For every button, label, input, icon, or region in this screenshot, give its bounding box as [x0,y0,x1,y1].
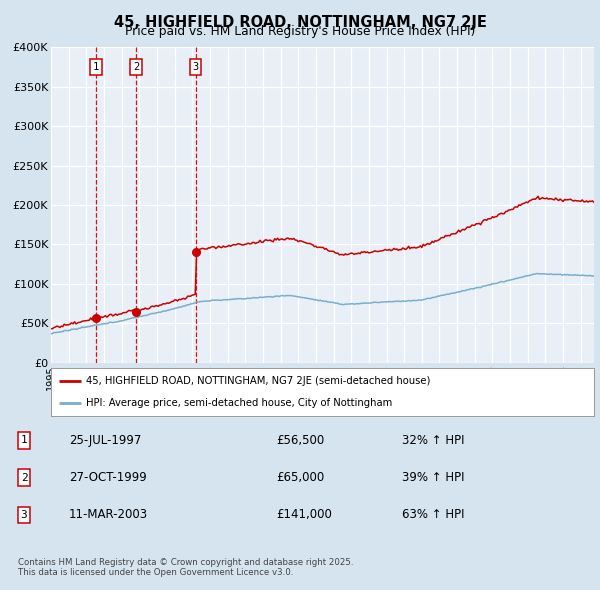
Text: 63% ↑ HPI: 63% ↑ HPI [402,508,464,522]
Text: 45, HIGHFIELD ROAD, NOTTINGHAM, NG7 2JE: 45, HIGHFIELD ROAD, NOTTINGHAM, NG7 2JE [113,15,487,30]
Text: £141,000: £141,000 [276,508,332,522]
Text: 27-OCT-1999: 27-OCT-1999 [69,471,147,484]
Text: £65,000: £65,000 [276,471,324,484]
Text: 11-MAR-2003: 11-MAR-2003 [69,508,148,522]
Text: 3: 3 [193,62,199,72]
Text: Contains HM Land Registry data © Crown copyright and database right 2025.
This d: Contains HM Land Registry data © Crown c… [18,558,353,577]
Text: Price paid vs. HM Land Registry's House Price Index (HPI): Price paid vs. HM Land Registry's House … [125,25,475,38]
Text: 1: 1 [93,62,99,72]
Text: 39% ↑ HPI: 39% ↑ HPI [402,471,464,484]
Text: HPI: Average price, semi-detached house, City of Nottingham: HPI: Average price, semi-detached house,… [86,398,392,408]
Text: 3: 3 [20,510,28,520]
Text: 2: 2 [20,473,28,483]
Text: £56,500: £56,500 [276,434,324,447]
Text: 1: 1 [20,435,28,445]
Text: 45, HIGHFIELD ROAD, NOTTINGHAM, NG7 2JE (semi-detached house): 45, HIGHFIELD ROAD, NOTTINGHAM, NG7 2JE … [86,376,431,386]
Text: 25-JUL-1997: 25-JUL-1997 [69,434,142,447]
Text: 2: 2 [133,62,139,72]
Text: 32% ↑ HPI: 32% ↑ HPI [402,434,464,447]
